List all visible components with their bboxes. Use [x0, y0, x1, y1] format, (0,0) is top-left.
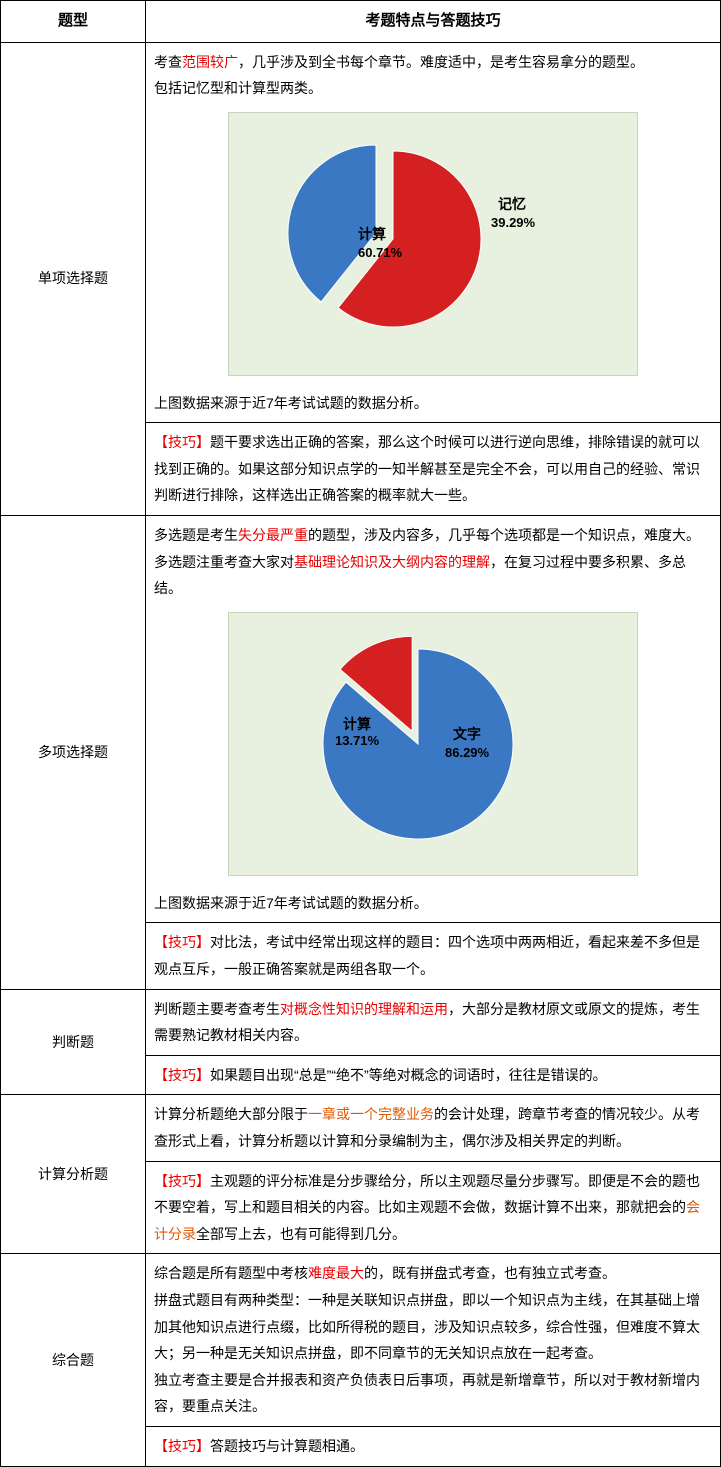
pie-label: 计算	[343, 716, 371, 732]
highlight-text: 失分最严重	[238, 527, 308, 543]
desc-cell: 综合题是所有题型中考核难度最大的，既有拼盘式考查，也有独立式考查。拼盘式题目有两…	[146, 1254, 721, 1427]
desc-text: 拼盘式题目有两种类型：一种是关联知识点拼盘，即以一个知识点为主线，在其基础上增加…	[154, 1287, 712, 1367]
desc-text: 综合题是所有题型中考核难度最大的，既有拼盘式考查，也有独立式考查。	[154, 1260, 712, 1287]
desc-text: 计算分析题绝大部分限于一章或一个完整业务的会计处理，跨章节考查的情况较少。从考查…	[154, 1101, 712, 1154]
tip-prefix: 【技巧】	[154, 1173, 210, 1189]
pie-label: 计算	[358, 226, 386, 242]
tip-cell: 【技巧】如果题目出现“总是”“绝不”等绝对概念的词语时，往往是错误的。	[146, 1055, 721, 1095]
tip-prefix: 【技巧】	[154, 1067, 210, 1083]
pie-label: 记忆	[498, 196, 526, 212]
pie-label: 文字	[453, 726, 481, 742]
desc-text: 多选题是考生失分最严重的题型，涉及内容多，几乎每个选项都是一个知识点，难度大。	[154, 522, 712, 549]
desc-cell: 计算分析题绝大部分限于一章或一个完整业务的会计处理，跨章节考查的情况较少。从考查…	[146, 1095, 721, 1161]
tip-cell: 【技巧】对比法，考试中经常出现这样的题目：四个选项中两两相近，看起来差不多但是观…	[146, 923, 721, 989]
chart-container: 计算 60.71% 记忆 39.29%	[154, 102, 712, 386]
desc-text: 考查范围较广，几乎涉及到全书每个章节。难度适中，是考生容易拿分的题型。	[154, 49, 712, 76]
tip-text: 对比法，考试中经常出现这样的题目：四个选项中两两相近，看起来差不多但是观点互斥，…	[154, 934, 700, 977]
tip-text: 答题技巧与计算题相通。	[210, 1438, 364, 1454]
tip-prefix: 【技巧】	[154, 1438, 210, 1454]
chart-box: 文字 86.29% 计算13.71%	[228, 612, 638, 876]
chart-caption: 上图数据来源于近7年考试试题的数据分析。	[154, 390, 712, 417]
desc-text: 多选题注重考查大家对基础理论知识及大纲内容的理解，在复习过程中要多积累、多总结。	[154, 549, 712, 602]
header-type: 题型	[1, 1, 146, 43]
highlight-text: 基础理论知识及大纲内容的理解	[294, 554, 490, 570]
header-content: 考题特点与答题技巧	[146, 1, 721, 43]
pie-pct: 39.29%	[491, 215, 536, 230]
desc-text: 独立考查主要是合并报表和资产负债表日后事项，再就是新增章节，所以对于教材新增内容…	[154, 1367, 712, 1420]
chart-box: 计算 60.71% 记忆 39.29%	[228, 112, 638, 376]
highlight-text: 对概念性知识的理解和运用	[280, 1001, 448, 1017]
type-cell: 综合题	[1, 1254, 146, 1466]
tip-cell: 【技巧】答题技巧与计算题相通。	[146, 1426, 721, 1466]
chart-caption: 上图数据来源于近7年考试试题的数据分析。	[154, 890, 712, 917]
tip-prefix: 【技巧】	[154, 934, 210, 950]
chart-container: 文字 86.29% 计算13.71%	[154, 602, 712, 886]
pie-pct: 60.71%	[358, 245, 403, 260]
desc-cell: 考查范围较广，几乎涉及到全书每个章节。难度适中，是考生容易拿分的题型。包括记忆型…	[146, 42, 721, 423]
pie-pct: 86.29%	[445, 745, 490, 760]
highlight-text: 难度最大	[308, 1265, 364, 1281]
tip-prefix: 【技巧】	[154, 434, 210, 450]
type-cell: 多项选择题	[1, 516, 146, 990]
highlight-text: 会计分录	[154, 1199, 700, 1242]
tip-cell: 【技巧】主观题的评分标准是分步骤给分，所以主观题尽量分步骤写。即便是不会的题也不…	[146, 1161, 721, 1254]
tip-cell: 【技巧】题干要求选出正确的答案，那么这个时候可以进行逆向思维，排除错误的就可以找…	[146, 423, 721, 516]
exam-tips-table: 题型 考题特点与答题技巧 单项选择题 考查范围较广，几乎涉及到全书每个章节。难度…	[0, 0, 721, 1467]
desc-cell: 判断题主要考查考生对概念性知识的理解和运用，大部分是教材原文或原文的提炼，考生需…	[146, 989, 721, 1055]
highlight-text: 一章或一个完整业务	[308, 1106, 434, 1122]
pie-chart: 计算 60.71% 记忆 39.29%	[253, 129, 613, 359]
type-cell: 判断题	[1, 989, 146, 1095]
desc-cell: 多选题是考生失分最严重的题型，涉及内容多，几乎每个选项都是一个知识点，难度大。多…	[146, 516, 721, 923]
pie-chart: 文字 86.29% 计算13.71%	[253, 629, 613, 859]
type-cell: 单项选择题	[1, 42, 146, 516]
highlight-text: 范围较广	[182, 54, 238, 70]
desc-text: 包括记忆型和计算型两类。	[154, 75, 712, 102]
tip-text: 题干要求选出正确的答案，那么这个时候可以进行逆向思维，排除错误的就可以找到正确的…	[154, 434, 700, 503]
pie-pct: 13.71%	[335, 733, 380, 748]
tip-text: 主观题的评分标准是分步骤给分，所以主观题尽量分步骤写。即便是不会的题也不要空着，…	[154, 1173, 700, 1242]
type-cell: 计算分析题	[1, 1095, 146, 1254]
desc-text: 判断题主要考查考生对概念性知识的理解和运用，大部分是教材原文或原文的提炼，考生需…	[154, 996, 712, 1049]
tip-text: 如果题目出现“总是”“绝不”等绝对概念的词语时，往往是错误的。	[210, 1067, 607, 1083]
